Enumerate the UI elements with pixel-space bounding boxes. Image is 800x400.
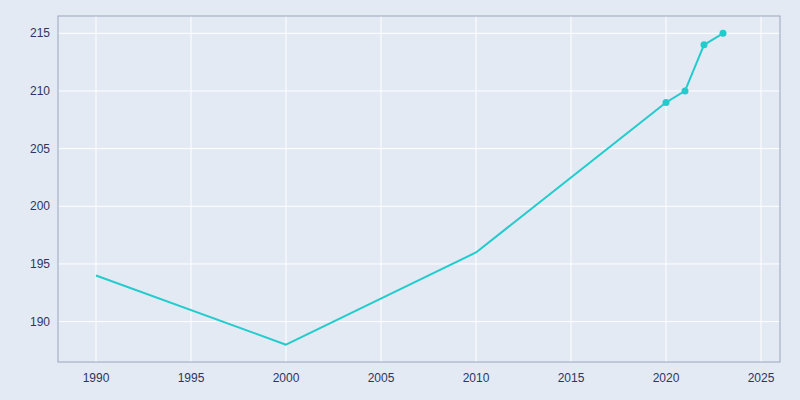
grid-line-x <box>96 16 97 362</box>
tick-labels: 1990 1995 2000 2005 2010 2015 2020 2025 190 195 20… <box>30 26 775 385</box>
grid-line-y <box>58 321 780 322</box>
x-tick-label: 2010 <box>463 371 490 385</box>
grid-line-x <box>666 16 667 362</box>
grid <box>58 16 780 362</box>
grid-line-y <box>58 90 780 91</box>
background <box>0 0 800 400</box>
x-tick-label: 2015 <box>558 371 585 385</box>
x-tick-label: 1990 <box>83 371 110 385</box>
grid-line-x <box>286 16 287 362</box>
y-tick-label: 205 <box>30 142 50 156</box>
grid-line-y <box>58 148 780 149</box>
marker <box>663 99 670 106</box>
grid-line-x <box>381 16 382 362</box>
chart-container: 1990 1995 2000 2005 2010 2015 2020 2025 190 195 20… <box>0 0 800 400</box>
x-tick-label: 2025 <box>748 371 775 385</box>
marker <box>701 41 708 48</box>
data <box>96 30 727 345</box>
y-tick-label: 210 <box>30 84 50 98</box>
x-tick-label: 1995 <box>178 371 205 385</box>
x-tick-label: 2020 <box>653 371 680 385</box>
x-tick-label: 2000 <box>273 371 300 385</box>
grid-line-y <box>58 33 780 34</box>
marker <box>720 30 727 37</box>
y-tick-label: 200 <box>30 199 50 213</box>
grid-line-y <box>58 206 780 207</box>
chart: 1990 1995 2000 2005 2010 2015 2020 2025 190 195 20… <box>0 0 800 400</box>
plot-area <box>58 16 780 362</box>
grid-line-x <box>476 16 477 362</box>
line <box>96 33 723 344</box>
y-tick-label: 190 <box>30 315 50 329</box>
grid-line-y <box>58 263 780 264</box>
plot-frame <box>58 16 780 362</box>
y-tick-label: 215 <box>30 26 50 40</box>
marker <box>682 87 689 94</box>
grid-line-x <box>761 16 762 362</box>
y-tick-label: 195 <box>30 257 50 271</box>
x-tick-label: 2005 <box>368 371 395 385</box>
grid-line-x <box>571 16 572 362</box>
